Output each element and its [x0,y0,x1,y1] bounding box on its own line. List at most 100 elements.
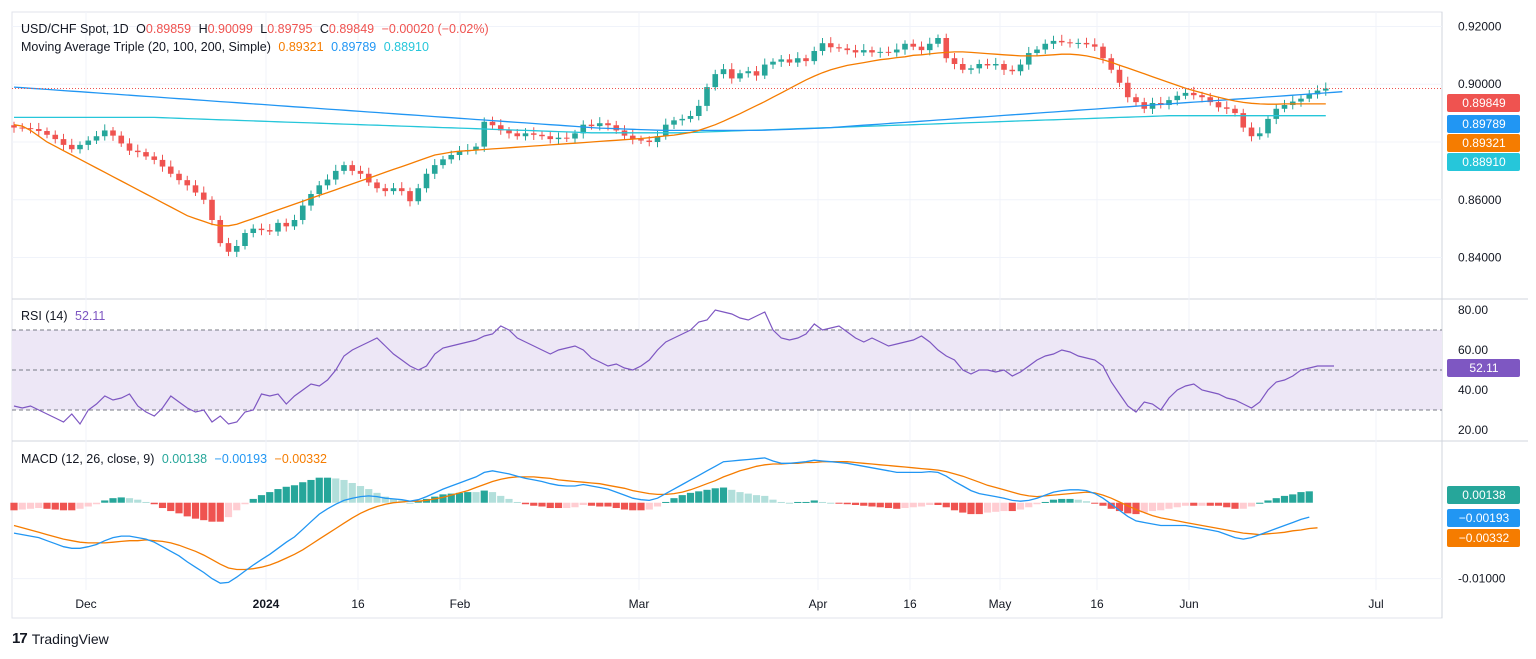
candle-body [860,50,867,53]
candle-body [167,166,174,174]
rsi-pane[interactable] [12,309,1442,426]
candle-body [778,59,785,62]
candle-body [1108,58,1115,70]
candle-body [761,64,768,76]
ma20-value: 0.89321 [278,40,324,54]
candle-body [1174,95,1181,101]
macd-histogram-bar [109,498,117,503]
candle-body [1207,97,1214,103]
candle-body [794,58,801,63]
macd-histogram-bar [1280,495,1289,503]
candle-body [258,228,265,231]
macd-histogram-bar [216,502,224,522]
candle-body [530,133,537,135]
candle-body [1034,49,1040,54]
candle-body [275,222,281,232]
candle-body [1322,88,1329,91]
macd-histogram-bar [200,502,208,521]
candle-body [629,135,636,140]
candle-body [266,230,273,232]
close-label: C [319,22,329,36]
macd-signal-badge [1447,529,1520,547]
candle-body [580,124,587,134]
candle-body [844,48,851,51]
price-tick-label: 0.86000 [1458,193,1502,207]
macd-histogram-bar [150,502,158,505]
macd-histogram-bar [51,502,59,510]
rsi-badge-text: 52.11 [1469,361,1498,375]
macd-histogram-bar [942,502,950,508]
macd-histogram-bar [1041,501,1049,503]
candle-body [613,125,620,131]
candle-body [143,152,149,157]
macd-histogram-bar [909,502,917,508]
macd-histogram-bar [84,502,92,507]
candle-body [415,188,422,202]
candle-body [638,139,644,141]
macd-histogram-bar [224,502,233,518]
candle-body [753,71,760,76]
macd-histogram-bar [389,498,398,503]
macd-histogram-bar [1190,502,1198,506]
price-legend: USD/CHF Spot, 1D O0.89859 H0.90099 L0.89… [21,22,493,36]
macd-histogram-bar [233,502,241,511]
macd-histogram-bar [1256,502,1264,504]
candle-body [968,68,974,70]
candle-body [819,43,826,51]
ma200-value: 0.88910 [383,40,429,54]
macd-histogram-bar [1091,502,1099,504]
macd-histogram-bar [678,495,686,503]
macd-histogram-bar [447,493,455,503]
macd-histogram-bar [1107,502,1115,509]
macd-histogram-bar [356,486,365,503]
candle-body [77,144,83,150]
candle-body [209,199,215,220]
macd-histogram-bar [10,502,18,511]
candle-body [134,150,141,153]
macd-pane[interactable] [10,457,1318,584]
macd-histogram-bar [117,497,125,503]
macd-histogram-bar [348,482,356,503]
macd-histogram-bar [670,498,678,503]
macd-histogram-bar [926,502,934,505]
x-tick-label: 2024 [253,597,280,611]
macd-histogram-bar [876,502,884,508]
macd-histogram-bar [1058,498,1066,503]
x-tick-label: Mar [629,597,650,611]
macd-histogram-bar [1214,502,1223,506]
macd-histogram-bar [1066,498,1074,503]
macd-histogram-bar [959,502,967,513]
tradingview-footer[interactable]: 17 TradingView [12,630,109,647]
macd-label: MACD (12, 26, close, 9) [21,452,155,466]
rsi-tick-label: 40.00 [1458,383,1488,397]
symbol-label: USD/CHF Spot, 1D [21,22,129,36]
candle-body [671,120,677,125]
candle-body [935,38,941,44]
macd-histogram-bar [934,502,942,505]
macd-histogram-bar [538,502,546,507]
candle-body [1100,46,1106,59]
macd-histogram-bar [1198,502,1206,506]
ma100-line [13,86,1343,132]
macd-histogram-bar [1206,502,1214,506]
macd-histogram-bar [950,502,959,511]
macd-histogram-bar [785,502,794,504]
macd-histogram-bar [290,485,299,503]
macd-histogram-bar [464,492,472,503]
macd-histogram-bar [645,502,653,510]
candle-body [291,220,298,227]
candle-body [93,136,100,141]
candle-body [1017,64,1024,72]
candle-body [951,58,958,64]
candle-body [910,43,917,47]
ma-label: Moving Average Triple (20, 100, 200, Sim… [21,40,271,54]
candle-body [687,116,694,119]
macd-histogram-bar [843,502,851,505]
candle-body [588,124,595,127]
candle-body [737,73,743,79]
macd-histogram-bar [1124,502,1132,514]
macd-histogram-bar [439,494,447,503]
price-pane[interactable] [11,33,1442,257]
candle-body [118,135,125,144]
